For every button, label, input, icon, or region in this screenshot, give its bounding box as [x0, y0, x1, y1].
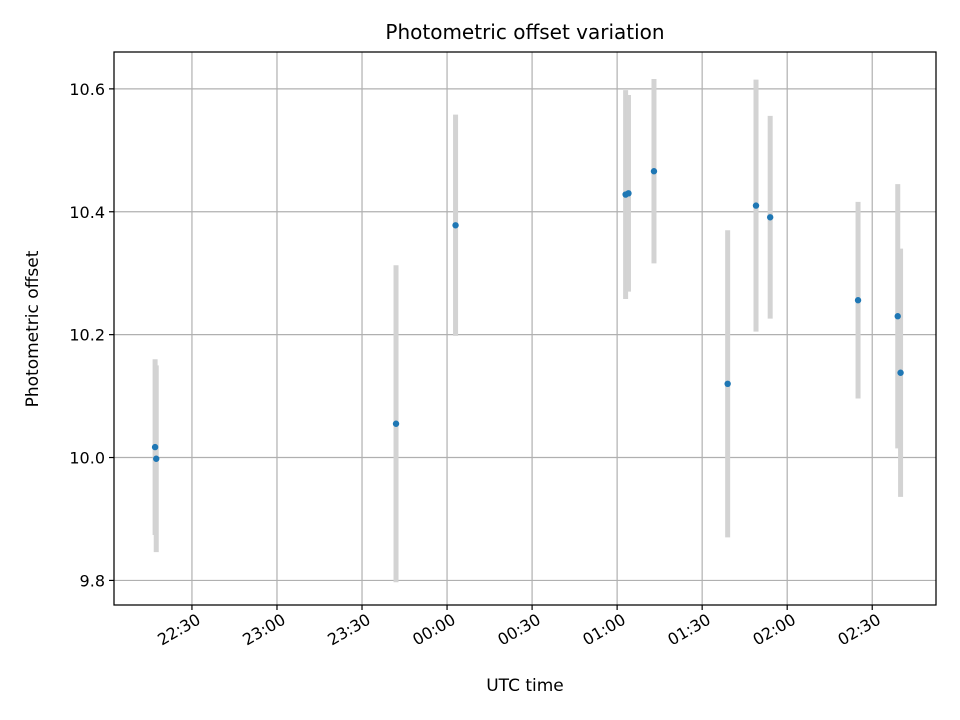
- data-point: [897, 369, 904, 376]
- data-point: [724, 380, 731, 387]
- chart-title: Photometric offset variation: [385, 20, 664, 44]
- data-point: [650, 168, 658, 175]
- y-tick-label: 10.6: [69, 80, 105, 99]
- point-layer: [151, 168, 904, 462]
- data-point: [625, 190, 632, 197]
- plot-area-frame: [113, 51, 937, 606]
- y-axis: 9.8 10.0 10.2 10.4 10.6: [69, 80, 114, 590]
- data-point: [766, 214, 774, 221]
- x-axis-title: UTC time: [486, 676, 564, 696]
- data-point: [894, 313, 901, 320]
- data-point: [752, 202, 760, 209]
- y-axis-title: Photometric offset: [23, 250, 43, 407]
- data-point: [452, 222, 459, 229]
- data-point: [392, 420, 400, 427]
- y-tick-label: 10.0: [69, 449, 105, 468]
- data-point: [153, 455, 160, 462]
- data-point: [151, 443, 159, 451]
- data-point: [854, 297, 862, 304]
- grid-layer: [114, 52, 936, 605]
- y-tick-label: 10.4: [69, 203, 105, 222]
- y-tick-label: 9.8: [80, 571, 105, 590]
- y-tick-label: 10.2: [69, 326, 105, 345]
